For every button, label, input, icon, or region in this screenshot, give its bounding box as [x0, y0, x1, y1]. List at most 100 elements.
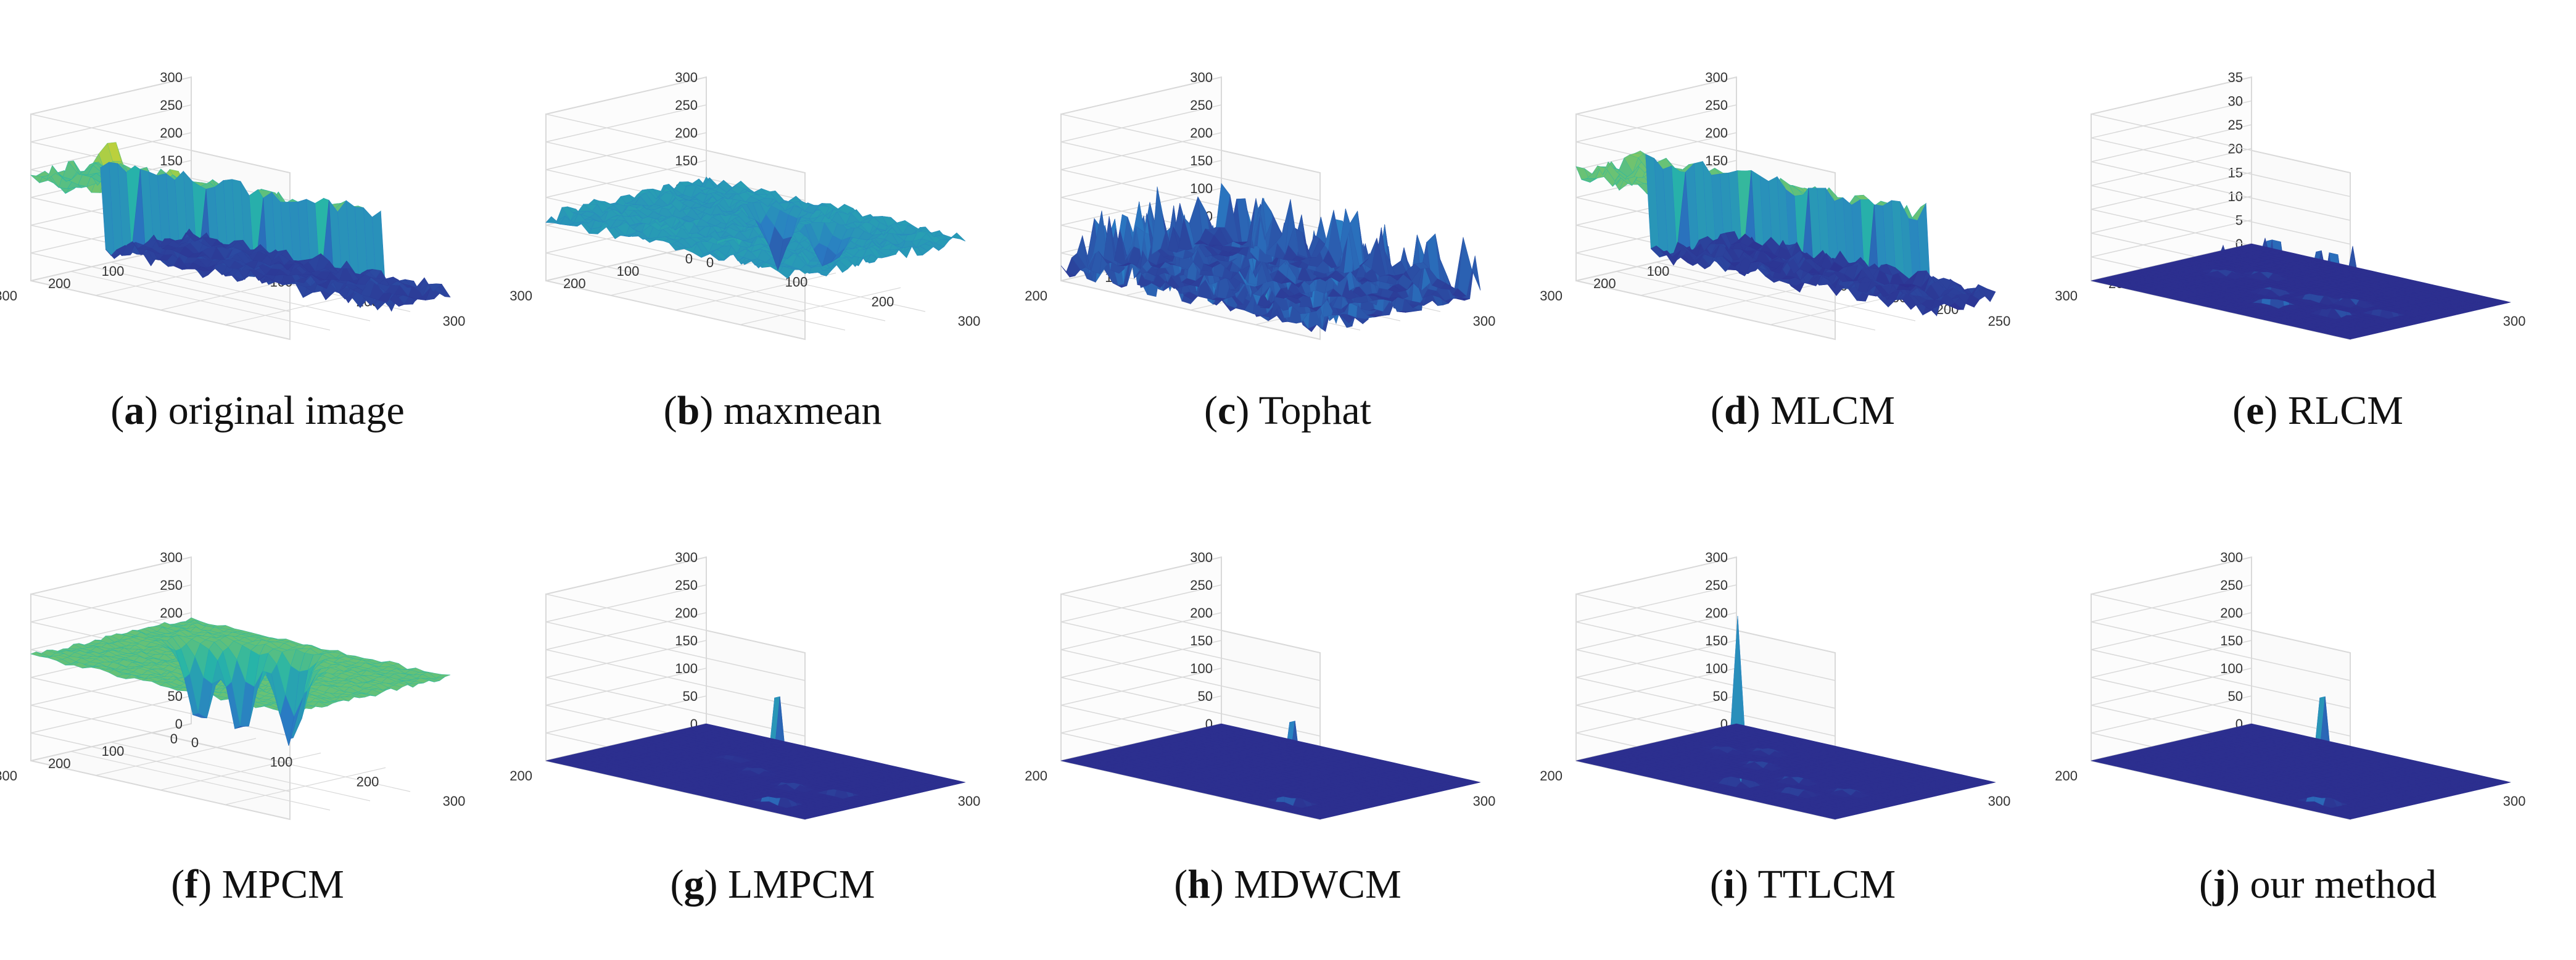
z-gridline [30, 668, 291, 764]
caption-a: (a) original image [110, 388, 405, 433]
z-tick-label: 5 [2235, 212, 2243, 228]
panel-c: 05010015020025030001002003000100200(c) T… [1025, 0, 1545, 480]
z-tick-label: 300 [1705, 70, 1728, 85]
surface-mesh [2091, 238, 2511, 340]
z-tick-label: 250 [160, 577, 183, 593]
z-tick-label: 0 [175, 716, 183, 732]
z-gridline [2091, 77, 2351, 173]
z-gridline [1060, 132, 1321, 229]
z-tick-label: 250 [160, 97, 183, 113]
z-tick-label: 200 [160, 125, 183, 141]
z-tick-label: 150 [1705, 153, 1728, 168]
z-tick-label: 50 [168, 689, 183, 704]
surface-plot-c: 05010015020025030001002003000100200 [1025, 70, 1496, 341]
z-gridline [30, 104, 291, 201]
surface-mesh [1060, 183, 1481, 333]
z-tick-label: 300 [675, 70, 698, 85]
surface-plot-a: 05010015020025030001002003000100200300 [0, 70, 466, 341]
y-tick-label: 200 [48, 276, 71, 291]
surface-mesh [1575, 151, 1996, 317]
x-tick-label: 300 [1473, 313, 1496, 329]
x-tick-label: 100 [270, 755, 293, 770]
z-gridline [1060, 77, 1321, 173]
caption-letter: d [1724, 388, 1747, 433]
y-tick-label: 200 [1025, 288, 1047, 304]
caption-e: (e) RLCM [2232, 388, 2403, 433]
surface-cell [2246, 243, 2261, 247]
z-gridline [1060, 104, 1321, 201]
caption-title: RLCM [2287, 388, 2403, 433]
z-tick-label: 300 [160, 70, 183, 85]
z-tick-label: 250 [1190, 97, 1213, 113]
y-tick-label: 300 [0, 288, 17, 304]
caption-letter: c [1218, 388, 1236, 433]
z-gridline [2091, 147, 2351, 245]
z-tick-label: 150 [675, 153, 698, 168]
z-tick-label: 150 [1190, 153, 1213, 168]
z-tick-label: 10 [2228, 189, 2243, 204]
x-tick-label: 300 [443, 793, 466, 809]
y-tick-label: 0 [685, 251, 693, 267]
caption-c: (c) Tophat [1204, 388, 1371, 433]
surface-cell [1215, 183, 1231, 228]
y-tick-label: 100 [617, 263, 640, 279]
x-tick-label: 300 [2503, 313, 2526, 329]
floor-gridline [1616, 271, 1876, 331]
caption-letter: e [2246, 388, 2264, 433]
caption-title: maxmean [723, 388, 882, 433]
surface-cell [185, 232, 200, 242]
y-tick-label: 200 [1593, 276, 1616, 291]
z-tick-label: 35 [2228, 70, 2243, 85]
floor-gridline [625, 262, 886, 321]
z-gridline [545, 243, 806, 340]
x-tick-label: 200 [872, 294, 894, 309]
floor-gridline [110, 742, 371, 801]
surface-mesh [545, 176, 966, 279]
z-tick-label: 100 [1190, 181, 1213, 196]
caption-letter: a [124, 388, 145, 433]
z-tick-label: 250 [1705, 97, 1728, 113]
panel-a: 05010015020025030001002003000100200300(a… [0, 0, 515, 480]
surface-cell [1731, 233, 1746, 246]
x-tick-label: 300 [958, 313, 981, 329]
y-tick-label: 100 [1647, 263, 1670, 279]
z-gridline [2091, 124, 2351, 221]
surface-plot-b: 05010015020025030001002003000100200300 [510, 70, 981, 341]
z-tick-label: 150 [160, 153, 183, 168]
z-gridline [2091, 100, 2351, 197]
surface-mesh [30, 617, 451, 746]
caption-b: (b) maxmean [663, 388, 882, 433]
z-tick-label: 200 [1190, 125, 1213, 141]
z-tick-label: 250 [675, 97, 698, 113]
z-tick-label: 200 [1705, 125, 1728, 141]
surface-mesh [30, 142, 451, 312]
y-tick-label: 300 [2055, 288, 2078, 304]
panel-e: 0510152025303501002003000100200300(e) RL… [2055, 0, 2575, 480]
y-tick-label: 200 [563, 276, 586, 291]
panel-f: 05010015020025030001002003000100200300(f… [0, 480, 515, 960]
panel-b: 05010015020025030001002003000100200300(b… [510, 0, 1030, 480]
surface-plot-e: 0510152025303501002003000100200300 [2055, 70, 2526, 341]
z-tick-label: 20 [2228, 141, 2243, 157]
z-gridline [30, 695, 291, 792]
floor-gridline [70, 751, 331, 811]
caption-title: Tophat [1258, 388, 1371, 433]
x-tick-label: 300 [443, 313, 466, 329]
x-tick-label: 200 [357, 774, 379, 789]
z-gridline [30, 77, 291, 173]
y-tick-label: 300 [0, 768, 17, 784]
floor-gridline [585, 271, 846, 331]
y-tick-label: 300 [510, 288, 532, 304]
z-tick-label: 15 [2228, 165, 2243, 180]
z-tick-label: 25 [2228, 117, 2243, 133]
surface-cell [951, 232, 966, 242]
surface-cell [701, 176, 716, 188]
z-gridline [545, 77, 806, 173]
caption-letter: b [677, 388, 700, 433]
caption-title: original image [168, 388, 405, 433]
caption-d: (d) MLCM [1711, 388, 1895, 433]
z-tick-label: 30 [2228, 94, 2243, 109]
y-tick-label: 300 [1540, 288, 1563, 304]
z-tick-label: 200 [160, 605, 183, 621]
